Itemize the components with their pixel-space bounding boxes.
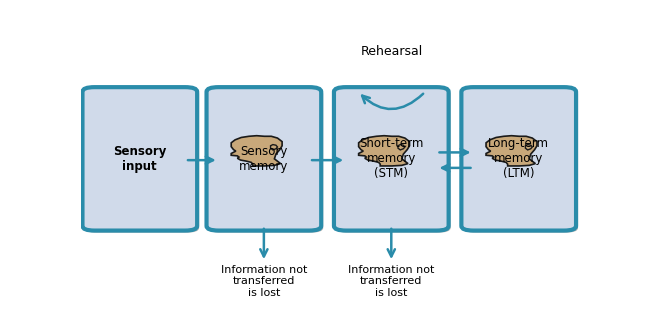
FancyArrowPatch shape xyxy=(362,94,423,109)
FancyBboxPatch shape xyxy=(84,89,199,232)
Polygon shape xyxy=(486,136,537,166)
Text: Rehearsal: Rehearsal xyxy=(360,45,422,58)
Text: Long-term
memory
(LTM): Long-term memory (LTM) xyxy=(488,137,549,180)
FancyBboxPatch shape xyxy=(334,87,448,230)
FancyBboxPatch shape xyxy=(206,87,321,230)
Polygon shape xyxy=(526,145,532,150)
FancyBboxPatch shape xyxy=(208,89,323,232)
FancyBboxPatch shape xyxy=(461,87,576,230)
Polygon shape xyxy=(231,136,282,166)
Text: Information not
transferred
is lost: Information not transferred is lost xyxy=(221,265,307,298)
FancyBboxPatch shape xyxy=(336,89,450,232)
Polygon shape xyxy=(398,145,405,150)
FancyBboxPatch shape xyxy=(82,87,197,230)
Text: Sensory
input: Sensory input xyxy=(113,145,167,173)
Polygon shape xyxy=(359,136,410,166)
Text: Short-term
memory
(STM): Short-term memory (STM) xyxy=(359,137,424,180)
Polygon shape xyxy=(271,145,278,150)
Text: Sensory
memory: Sensory memory xyxy=(239,145,289,173)
FancyBboxPatch shape xyxy=(463,89,578,232)
Text: Information not
transferred
is lost: Information not transferred is lost xyxy=(348,265,434,298)
